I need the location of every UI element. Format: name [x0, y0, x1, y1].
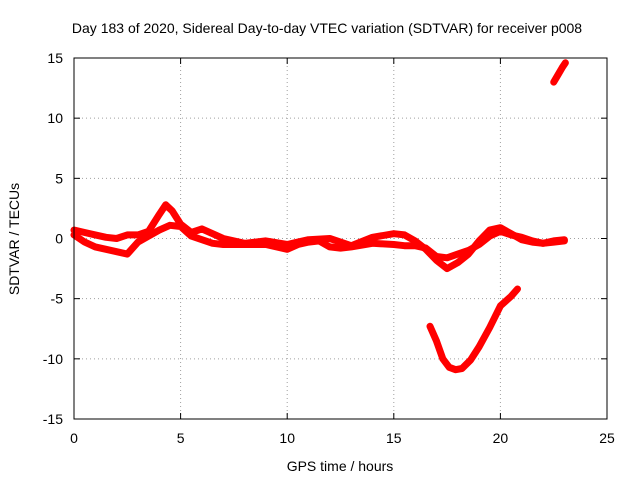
series-line-track-d — [550, 59, 569, 86]
grid-layer — [74, 58, 607, 419]
series-line-track-c — [426, 285, 521, 374]
tick-layer: 0 5 10 15 20 25 -15 -10 -5 0 5 10 15 — [43, 50, 615, 446]
x-tick-label: 0 — [70, 430, 78, 446]
chart-title: Day 183 of 2020, Sidereal Day-to-day VTE… — [72, 20, 582, 36]
series-layer — [70, 59, 569, 374]
plot-frame — [73, 57, 608, 420]
x-tick-label: 5 — [177, 430, 185, 446]
x-tick-label: 20 — [493, 430, 509, 446]
y-tick-label: -10 — [43, 351, 63, 367]
x-tick-label: 15 — [386, 430, 402, 446]
x-tick-label: 25 — [599, 430, 615, 446]
y-axis-label: SDTVAR / TECUs — [6, 183, 22, 295]
y-tick-label: 10 — [47, 110, 63, 126]
y-tick-label: 15 — [47, 50, 63, 66]
x-axis-label: GPS time / hours — [287, 458, 394, 474]
series-line-track-b — [70, 221, 568, 262]
y-tick-label: -5 — [51, 291, 64, 307]
y-tick-label: 0 — [55, 231, 63, 247]
x-tick-label: 10 — [279, 430, 295, 446]
y-tick-label: -15 — [43, 411, 63, 427]
y-tick-label: 5 — [55, 170, 63, 186]
